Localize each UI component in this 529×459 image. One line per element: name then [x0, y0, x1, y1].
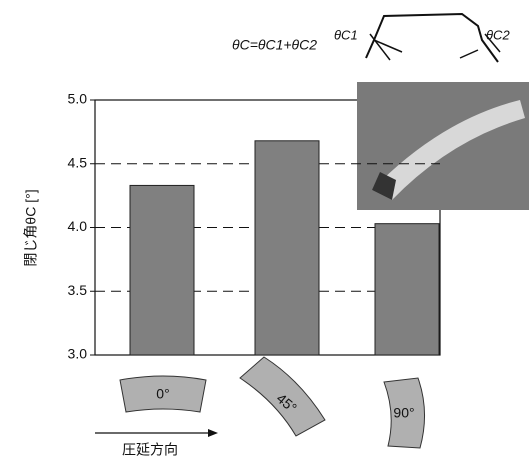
x-tick-label: 0°: [156, 386, 169, 402]
angle-diagram: [366, 14, 500, 62]
y-tick-label: 3.5: [68, 282, 88, 298]
y-tick-label: 5.0: [68, 91, 88, 107]
bar: [375, 224, 439, 355]
photo: [357, 82, 529, 210]
y-tick-label: 4.5: [68, 154, 88, 170]
x-axis-label: 圧延方向: [122, 442, 178, 458]
y-tick-label: 4.0: [68, 218, 88, 234]
category-shapes: [120, 357, 425, 448]
y-tick-label: 3.0: [68, 346, 88, 362]
formula: θC=θC1+θC2: [232, 37, 317, 53]
y-axis-label: 閉じ角θC [°]: [23, 189, 39, 266]
x-axis-arrowhead: [208, 429, 218, 437]
diagram-label: θC2: [486, 27, 510, 42]
diagram-label: θC1: [334, 27, 358, 42]
bar: [255, 141, 319, 355]
chart: θC=θC1+θC2 θC1 θC2 閉じ角θC [°] 圧延方向 3.0 3.5…: [0, 0, 529, 459]
x-tick-label: 90°: [393, 405, 414, 421]
bar: [130, 185, 194, 355]
